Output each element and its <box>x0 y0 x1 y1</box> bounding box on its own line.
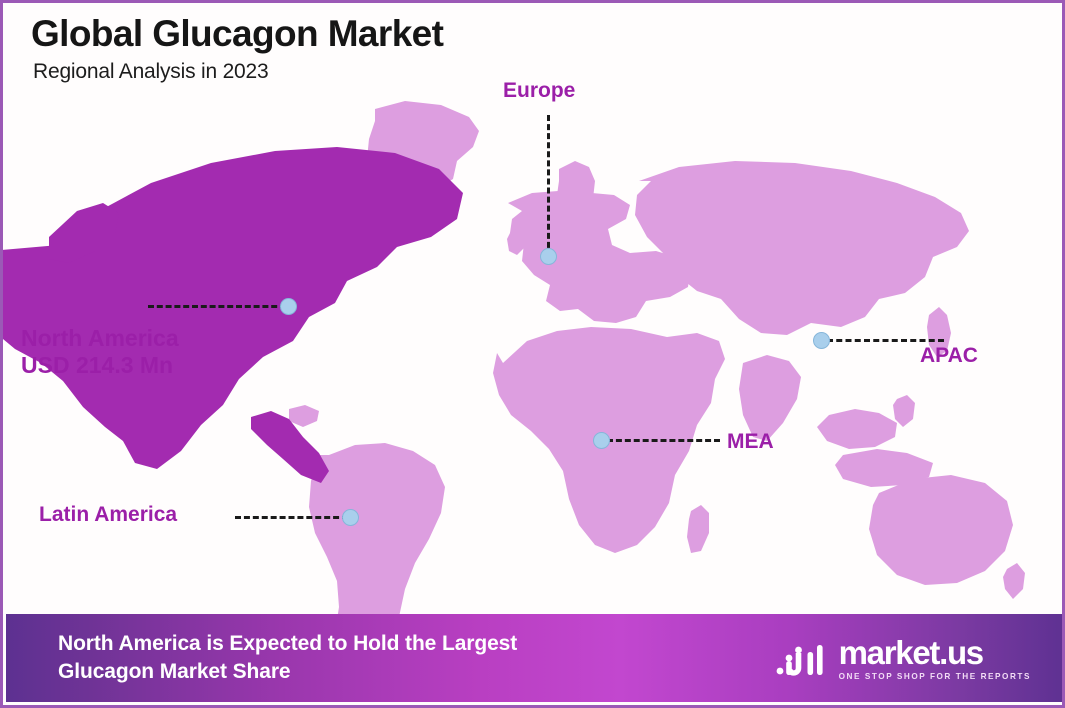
region-label-latin-america: Latin America <box>39 503 177 528</box>
map-base-regions <box>289 101 1025 623</box>
region-madagascar <box>687 505 709 553</box>
leader-line-apac <box>827 339 944 342</box>
footer-headline-line1: North America is Expected to Hold the La… <box>58 632 518 656</box>
region-new-zealand <box>1003 563 1025 599</box>
region-europe <box>508 191 690 323</box>
page-title: Global Glucagon Market <box>31 13 444 54</box>
leader-line-latin-america <box>235 516 348 519</box>
region-sea <box>817 409 897 449</box>
map-highlight-region <box>3 147 463 483</box>
leader-line-europe <box>547 115 550 257</box>
logo-tagline: ONE STOP SHOP FOR THE REPORTS <box>838 671 1031 681</box>
market-us-logo[interactable]: market.us ONE STOP SHOP FOR THE REPORTS <box>776 636 1039 681</box>
region-south-america <box>309 443 445 623</box>
region-japan <box>927 307 951 357</box>
region-name-mea: MEA <box>727 430 774 453</box>
world-map-svg <box>3 101 1025 623</box>
map-marker-latin-america[interactable] <box>342 509 359 526</box>
region-label-europe: Europe <box>503 79 575 104</box>
region-philippines <box>893 395 915 427</box>
map-marker-europe[interactable] <box>540 248 557 265</box>
footer-banner: North America is Expected to Hold the La… <box>6 614 1062 702</box>
region-name-north-america: North America <box>21 325 179 351</box>
map-marker-mea[interactable] <box>593 432 610 449</box>
region-north-america <box>3 147 463 469</box>
market-us-bars-icon <box>776 645 823 676</box>
logo-type-block: market.us ONE STOP SHOP FOR THE REPORTS <box>839 636 1031 681</box>
region-name-apac: APAC <box>920 344 978 367</box>
map-marker-apac[interactable] <box>813 332 830 349</box>
region-name-europe: Europe <box>503 79 576 102</box>
region-scandinavia <box>557 161 595 221</box>
footer-headline-line2: Glucagon Market Share <box>58 660 291 683</box>
region-name-latin-america: Latin America <box>39 503 178 526</box>
region-value-north-america: USD 214.3 Mn <box>21 352 174 379</box>
region-indonesia <box>835 449 933 487</box>
world-map <box>3 63 1062 623</box>
leader-line-north-america <box>148 305 286 308</box>
region-central-america <box>251 411 329 483</box>
region-alaska <box>49 203 119 263</box>
region-asia <box>635 161 969 335</box>
map-marker-north-america[interactable] <box>280 298 297 315</box>
footer-headline: North America is Expected to Hold the La… <box>58 630 517 686</box>
region-label-apac: APAC <box>920 344 978 369</box>
logo-wordmark: market.us <box>838 633 985 671</box>
header-block: Global Glucagon Market Regional Analysis… <box>31 13 444 84</box>
region-label-north-america: North America USD 214.3 Mn <box>21 325 179 379</box>
region-australia <box>869 475 1013 585</box>
region-india <box>739 355 801 441</box>
region-middle-east <box>637 337 709 395</box>
region-caribbean <box>289 405 319 427</box>
page-subtitle: Regional Analysis in 2023 <box>33 59 269 83</box>
leader-line-mea <box>607 439 720 442</box>
region-label-mea: MEA <box>727 430 774 455</box>
region-uk <box>507 227 527 255</box>
